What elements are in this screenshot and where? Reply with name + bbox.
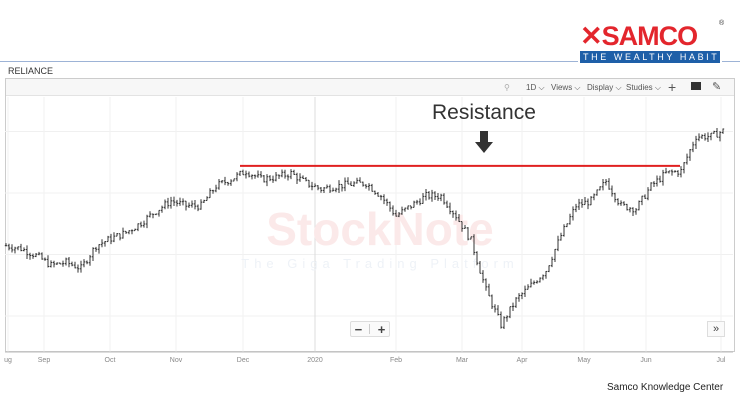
watermark-subtitle: The Giga Trading Platform: [241, 256, 518, 271]
chart-toolbar: ⚲ 1D ⌵ Views ⌵ Display ⌵ Studies ⌵ + ✎: [6, 79, 734, 96]
x-tick-label: May: [577, 357, 591, 364]
x-tick-label: 2020: [307, 357, 323, 364]
samco-logo: ✕SAMCO THE WEALTHY HABIT: [580, 21, 720, 63]
views-dropdown[interactable]: Views ⌵: [551, 83, 581, 92]
down-arrow-icon: [475, 131, 493, 153]
logo-brand: SAMCO: [601, 21, 698, 51]
studies-dropdown[interactable]: Studies ⌵: [626, 83, 661, 92]
x-tick-label: Sep: [38, 357, 51, 364]
x-tick-label: ug: [4, 357, 12, 364]
x-tick-label: Dec: [237, 357, 250, 364]
plus-icon[interactable]: +: [668, 79, 677, 95]
zoom-out-button[interactable]: −: [354, 321, 363, 337]
divider: [0, 61, 578, 62]
interval-dropdown[interactable]: 1D ⌵: [526, 83, 545, 92]
comment-icon[interactable]: [691, 82, 701, 90]
x-tick-label: Jul: [717, 357, 726, 364]
footer-credit: Samco Knowledge Center: [607, 382, 724, 393]
x-tick-label: Oct: [105, 357, 116, 364]
x-tick-label: Jun: [640, 357, 651, 364]
x-tick-label: Feb: [390, 357, 402, 364]
search-icon[interactable]: ⚲: [504, 83, 510, 92]
watermark-logo: StockNote: [266, 203, 493, 255]
registered-mark: ®: [719, 20, 725, 27]
display-dropdown[interactable]: Display ⌵: [587, 83, 622, 92]
zoom-controls: − +: [350, 321, 390, 337]
x-tick-label: Nov: [170, 357, 183, 364]
divider: [722, 61, 740, 62]
divider: [369, 324, 371, 334]
zoom-in-button[interactable]: +: [377, 321, 386, 337]
resistance-label: Resistance: [432, 101, 536, 124]
pencil-icon[interactable]: ✎: [712, 81, 722, 93]
x-tick-label: Apr: [517, 357, 529, 364]
ticker-symbol: RELIANCE: [8, 66, 54, 76]
x-tick-label: Mar: [456, 357, 469, 364]
scroll-to-latest-button[interactable]: »: [707, 321, 725, 337]
logo-tagline: THE WEALTHY HABIT: [580, 51, 720, 63]
